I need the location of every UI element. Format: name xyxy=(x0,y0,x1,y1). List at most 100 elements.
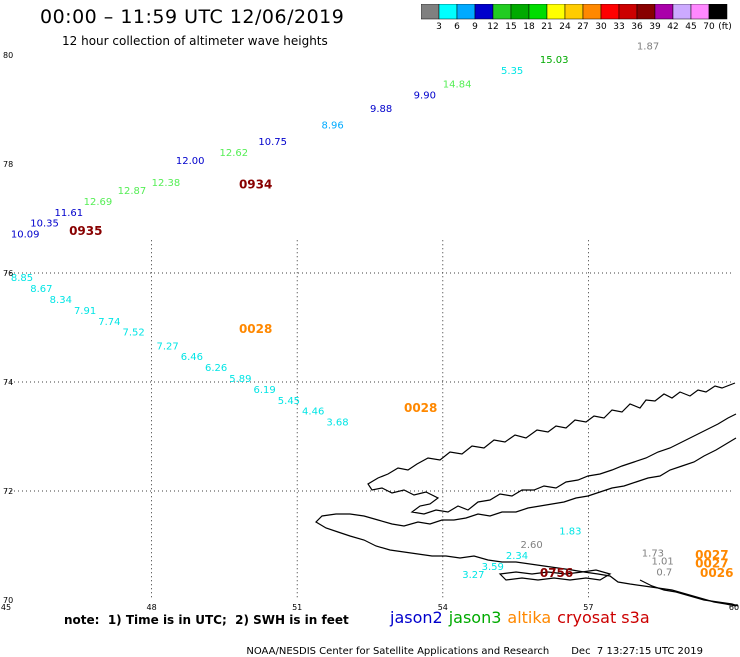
coastline-novaya-zemlya xyxy=(315,382,739,607)
wave-height-value: 12.00 xyxy=(176,156,205,167)
color-scale-swatch xyxy=(618,4,638,20)
pass-time-label: 0028 xyxy=(239,322,272,336)
wave-height-value: 8.96 xyxy=(321,121,343,132)
wave-height-value: 7.74 xyxy=(98,317,120,328)
coastline-south-island xyxy=(315,437,737,607)
lon-label: 57 xyxy=(583,603,593,612)
wave-height-value: 1.83 xyxy=(559,527,581,538)
pass-time-label: 0027 xyxy=(695,556,728,570)
color-scale-tick: 9 xyxy=(472,22,478,32)
color-scale-swatch xyxy=(421,4,440,20)
color-scale-tick: 27 xyxy=(577,22,589,32)
color-scale-tick: 18 xyxy=(523,22,535,32)
color-scale-tick: 12 xyxy=(487,22,499,32)
lat-label: 78 xyxy=(3,160,13,169)
satellite-legend-item: jason3 xyxy=(448,608,502,627)
wave-height-value: 6.19 xyxy=(254,385,276,396)
color-scale-tick: 3 xyxy=(436,22,442,32)
color-scale-swatch xyxy=(474,4,494,20)
wave-height-value: 2.34 xyxy=(506,551,528,562)
units-note: note: 1) Time is in UTC; 2) SWH is in fe… xyxy=(64,613,349,627)
color-scale-tick: 21 xyxy=(541,22,553,32)
pass-time-label: 0028 xyxy=(404,401,437,415)
color-scale-swatch xyxy=(546,4,566,20)
footer: NOAA/NESDIS Center for Satellite Applica… xyxy=(240,635,703,657)
color-scale-swatch xyxy=(528,4,548,20)
lat-label: 80 xyxy=(3,51,13,60)
wave-height-value: 3.27 xyxy=(462,570,484,581)
color-scale-bar xyxy=(421,4,728,20)
wave-height-value: 12.69 xyxy=(84,197,113,208)
color-scale-tick: 39 xyxy=(649,22,661,32)
color-scale-swatch xyxy=(582,4,602,20)
color-scale-tick: 36 xyxy=(631,22,643,32)
wave-height-value: 1.01 xyxy=(651,557,673,568)
coastline-north-island xyxy=(367,382,737,515)
color-scale-swatch xyxy=(654,4,674,20)
wave-height-value: 1.73 xyxy=(642,548,664,559)
satellite-legend-item: cryosat s3a xyxy=(557,608,650,627)
wave-height-value: 9.90 xyxy=(414,91,436,102)
lon-label: 60 xyxy=(729,603,739,612)
wave-height-value: 12.62 xyxy=(220,148,249,159)
lat-label: 72 xyxy=(3,487,13,496)
pass-time-label: 0756 xyxy=(540,566,573,580)
color-scale-tick: 45 xyxy=(685,22,697,32)
satellite-legend-item: jason2 xyxy=(390,608,443,627)
wave-height-value: 2.60 xyxy=(520,540,542,551)
pass-time-label: 0026 xyxy=(700,566,733,580)
coastline-vaygach xyxy=(498,569,612,581)
wave-height-value: 5.89 xyxy=(229,374,251,385)
wave-height-value: 15.03 xyxy=(540,55,569,66)
color-scale-swatch xyxy=(564,4,584,20)
wave-height-value: 8.34 xyxy=(50,295,72,306)
satellite-legend: jason2 jason3 altika cryosat s3a xyxy=(390,608,656,627)
wave-height-value: 10.35 xyxy=(30,219,59,230)
color-scale-labels: 3 6 9 12 15 18 21 24 27 30 33 36 39 42 45 70 (ft) xyxy=(421,22,740,34)
wave-height-value: 9.88 xyxy=(370,104,392,115)
wave-height-value: 12.38 xyxy=(152,178,181,189)
satellite-legend-item: altika xyxy=(507,608,552,627)
lon-label: 54 xyxy=(438,603,448,612)
wave-height-value: 11.61 xyxy=(55,208,84,219)
wave-height-value: 6.26 xyxy=(205,363,227,374)
color-scale-tick: 70 xyxy=(703,22,715,32)
map-title: 00:00 – 11:59 UTC 12/06/2019 xyxy=(40,6,345,28)
color-scale-swatch xyxy=(456,4,476,20)
color-scale-tick: 15 xyxy=(505,22,517,32)
wave-height-value: 1.87 xyxy=(637,42,659,53)
lat-lon-grid xyxy=(6,240,734,600)
pass-time-label: 0027 xyxy=(695,548,728,562)
color-scale-swatch xyxy=(690,4,710,20)
footer-source: NOAA/NESDIS Center for Satellite Applica… xyxy=(246,646,550,657)
wave-height-value: 5.35 xyxy=(501,66,523,77)
lat-label: 74 xyxy=(3,378,13,387)
color-scale-tick: 6 xyxy=(454,22,460,32)
footer-timestamp: Dec 7 13:27:15 UTC 2019 xyxy=(571,646,704,657)
wave-height-value: 7.52 xyxy=(122,328,144,339)
wave-height-value: 12.87 xyxy=(118,186,147,197)
color-scale-swatch xyxy=(672,4,692,20)
wave-height-value: 10.09 xyxy=(11,230,40,241)
wave-height-value: 0.7 xyxy=(656,567,672,578)
color-scale-swatch xyxy=(708,4,728,20)
wave-height-value: 7.91 xyxy=(74,306,96,317)
color-scale-tick: 24 xyxy=(559,22,571,32)
color-scale-swatch xyxy=(438,4,458,20)
map-subtitle: 12 hour collection of altimeter wave hei… xyxy=(62,34,328,48)
lon-label: 48 xyxy=(147,603,157,612)
color-scale-swatch xyxy=(492,4,512,20)
pass-time-label: 0935 xyxy=(69,224,102,238)
wave-height-value: 8.85 xyxy=(11,273,33,284)
color-scale-swatch xyxy=(600,4,620,20)
wave-height-value: 8.67 xyxy=(30,284,52,295)
lon-label: 45 xyxy=(1,603,11,612)
lat-label: 70 xyxy=(3,596,13,605)
wave-height-value: 10.75 xyxy=(258,137,287,148)
color-scale-tick: 42 xyxy=(667,22,679,32)
axis-labels: 45 48 51 54 57 60 70 72 74 76 78 80 xyxy=(1,51,739,612)
wave-height-value: 4.46 xyxy=(302,407,324,418)
color-scale-tick: 30 xyxy=(595,22,607,32)
